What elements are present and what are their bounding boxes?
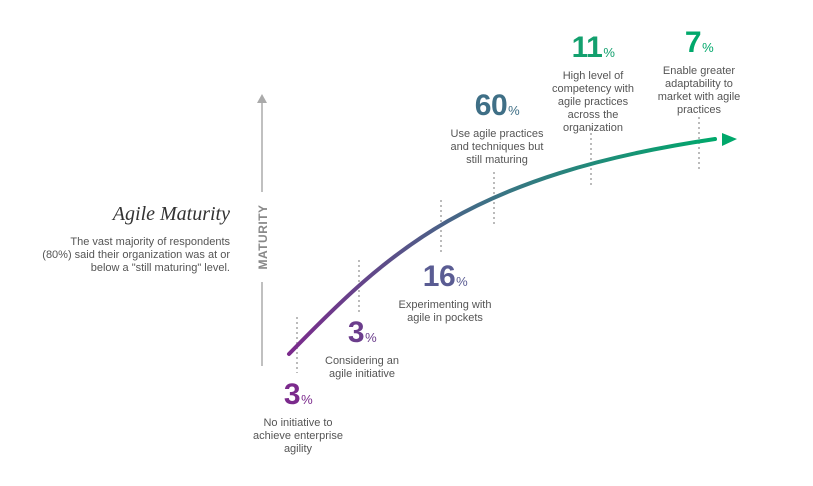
percent-sign: % [702,40,714,55]
stage-4: 60% Use agile practices and techniques bu… [442,91,552,167]
y-axis-label: MATURITY [256,204,270,269]
stage-value: 11% [543,33,643,68]
stage-label: Use agile practices and techniques but s… [450,128,544,166]
stage-2: 3% Considering an agile initiative [312,318,412,381]
curve-arrowhead [722,133,737,146]
stage-label: Experimenting with agile in pockets [398,299,492,324]
stage-value: 16% [395,262,495,297]
stage-value-number: 16 [422,260,456,293]
stage-value-number: 7 [684,26,702,59]
stage-value: 3% [312,318,412,353]
percent-sign: % [301,392,313,407]
stage-value: 7% [649,28,749,63]
stage-label: Considering an agile initiative [325,355,399,380]
stage-value: 60% [442,91,552,126]
stage-label: High level of competency with agile prac… [552,70,634,134]
stage-5: 11% High level of competency with agile p… [543,33,643,135]
stage-6: 7% Enable greater adaptability to market … [649,28,749,117]
chart-title: Agile Maturity [112,203,230,225]
stage-1: 3% No initiative to achieve enterprise ag… [243,380,353,456]
stage-value-number: 60 [474,89,508,122]
stage-value-number: 3 [347,316,365,349]
y-axis-arrowhead [257,94,267,103]
stage-label: No initiative to achieve enterprise agil… [253,417,343,455]
percent-sign: % [456,274,468,289]
chart-description: The vast majority of respondents (80%) s… [42,236,230,274]
stage-value-number: 11 [571,31,603,64]
y-axis: MATURITY [256,94,270,366]
percent-sign: % [603,45,615,60]
stage-3: 16% Experimenting with agile in pockets [395,262,495,325]
percent-sign: % [508,103,520,118]
stage-value-number: 3 [283,378,301,411]
percent-sign: % [365,330,377,345]
stage-value: 3% [243,380,353,415]
maturity-curve [287,137,717,356]
stage-label: Enable greater adaptability to market wi… [657,65,741,116]
